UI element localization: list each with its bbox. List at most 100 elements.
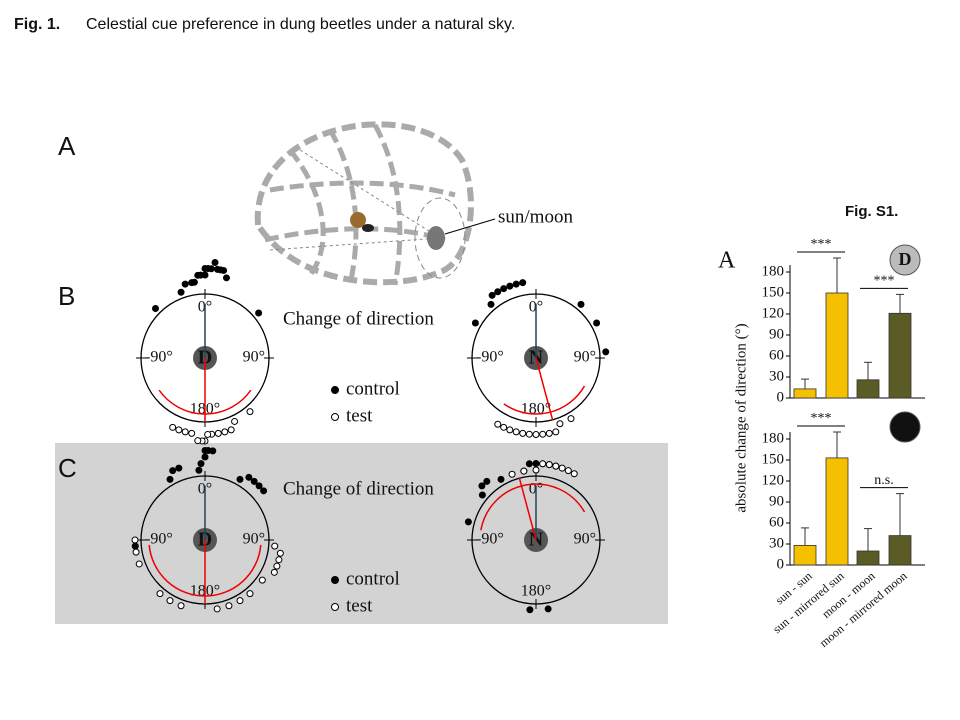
significance-label: *** [811,237,832,252]
control-dot [602,348,610,356]
test-dot [273,562,281,570]
panel-label: B [58,281,75,311]
control-dot [577,300,585,308]
angle-label: 90° [574,349,596,366]
y-tick-label: 150 [762,451,785,467]
y-tick-label: 120 [762,472,785,488]
test-dot [132,548,140,556]
control-dot [525,460,533,468]
test-dot [558,464,566,472]
test-dot [246,590,254,598]
panel-title: Change of direction [283,308,434,329]
legend-label: test [346,405,373,426]
test-dot [271,542,279,550]
angle-label: 90° [243,531,265,548]
test-dot [532,431,540,438]
angle-label: -90° [145,531,173,548]
angle-label: -90° [476,349,504,366]
test-dot [545,461,553,469]
control-dot [512,280,520,288]
test-dot [506,426,514,434]
test-dot [494,420,502,428]
control-dot [544,605,552,613]
control-dot [497,475,505,483]
test-dot [270,568,278,576]
bar [888,535,912,566]
significance-label: *** [874,274,895,289]
control-dot [222,274,230,282]
test-dot [231,417,239,425]
significance-label: n.s. [874,473,893,488]
test-dot [567,415,575,423]
annotation: sun/moon [498,206,573,227]
control-dot [478,482,486,490]
control-dot [236,475,244,483]
test-dot [131,536,139,544]
test-dot [552,428,560,436]
test-dot [570,470,578,478]
test-dot [177,602,185,610]
control-dot [260,487,268,495]
test-dot [525,430,533,438]
control-dot [195,466,203,474]
y-tick-label: 180 [762,430,785,446]
test-dot [258,576,266,584]
y-tick-label: 0 [777,389,785,405]
control-dot [169,467,177,475]
test-dot [539,460,547,468]
control-dot [506,282,514,290]
test-dot [225,602,233,610]
y-tick-label: 60 [769,514,784,530]
control-dot [483,477,491,485]
legend-marker [331,386,339,394]
legend-label: test [346,595,373,616]
bar [856,550,880,566]
caption-text: Celestial cue preference in dung beetles… [86,16,515,33]
control-dot [478,491,486,499]
control-dot [526,606,534,614]
test-dot [221,428,229,436]
test-dot [519,429,527,437]
control-dot [207,265,215,273]
control-dot [131,542,139,550]
mean-vector [535,357,554,421]
test-dot [204,430,212,438]
control-dot [519,279,527,287]
beetle-icon [889,244,921,276]
y-tick-label: 90 [769,326,784,342]
bar [888,312,912,399]
test-dot [166,597,174,605]
control-dot [532,460,540,467]
control-dot [152,305,160,313]
panel-title: Change of direction [283,478,434,499]
test-dot [532,466,540,474]
legend-label: control [346,378,400,399]
test-dot [246,408,254,416]
test-dot [188,429,196,437]
angular-deviation [148,544,262,597]
test-dot [275,556,283,564]
supplement-label: A [718,248,736,274]
angle-label: 90° [574,531,596,548]
control-dot [255,309,263,317]
test-dot [169,423,177,431]
test-dot [214,429,222,437]
test-dot [276,549,284,557]
y-tick-label: 150 [762,284,785,300]
test-dot [135,560,143,568]
test-dot [236,597,244,605]
angle-label: -90° [145,349,173,366]
control-dot [190,278,198,286]
control-dot [464,518,472,526]
mean-vector [518,477,537,541]
control-dot [494,288,502,296]
control-dot [181,280,189,288]
control-dot [488,291,496,299]
angular-deviation [503,385,586,415]
control-dot [487,300,495,308]
significance-label: *** [811,411,832,426]
legend-marker [331,413,339,421]
test-dot [227,426,235,434]
beetle-icon [889,411,921,443]
